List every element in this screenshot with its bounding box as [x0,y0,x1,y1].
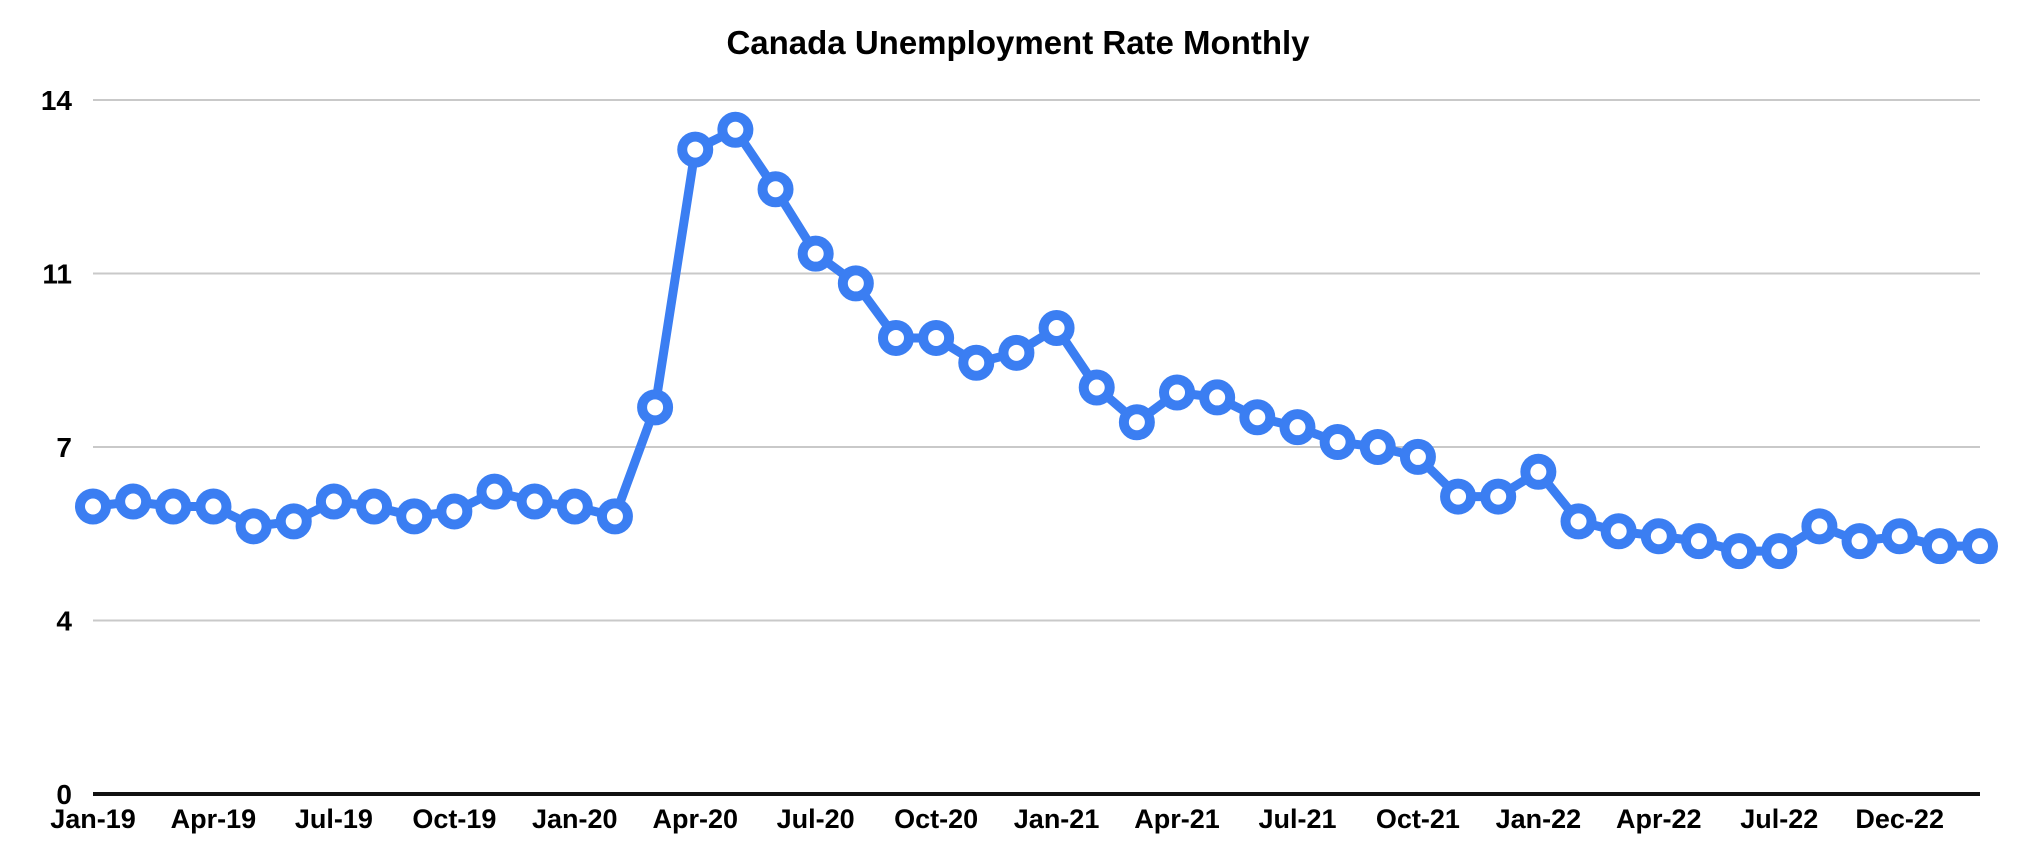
data-point-marker [1199,379,1236,416]
data-point-marker [1560,503,1597,540]
x-axis-tick-label: Apr-20 [652,804,738,834]
x-axis-tick-label: Dec-22 [1855,804,1944,834]
x-axis-tick-label: Jan-22 [1496,804,1582,834]
x-axis-tick-label: Oct-20 [894,804,978,834]
data-point-marker [717,111,754,148]
x-axis-tick-label: Apr-21 [1134,804,1220,834]
data-point-marker [596,498,633,535]
data-point-marker [1841,523,1878,560]
data-point-marker [1600,513,1637,550]
data-point-marker [958,344,995,381]
data-point-marker [1279,409,1316,446]
data-point-marker [1078,369,1115,406]
y-axis-tick-label: 7 [56,432,72,463]
data-point-marker [837,265,874,302]
x-axis-tick-label: Apr-19 [171,804,257,834]
y-axis-tick-label: 14 [41,85,73,116]
data-point-marker [1359,429,1396,465]
data-point-marker [637,389,674,426]
x-axis-tick-label: Jan-20 [532,804,618,834]
x-axis-tick-label: Jul-20 [777,804,855,834]
data-point-marker [516,483,553,520]
data-point-marker [275,503,312,540]
data-point-marker [757,171,794,208]
x-axis-tick-label: Jan-21 [1014,804,1100,834]
data-point-marker [1159,374,1196,411]
data-point-marker [1239,399,1276,436]
data-point-marker [1801,508,1838,545]
y-axis-tick-label: 4 [56,606,72,637]
y-axis-tick-label: 0 [56,779,72,810]
data-point-marker [235,508,272,545]
data-point-marker [1440,478,1477,515]
x-axis-tick-label: Jan-19 [50,804,136,834]
data-point-marker [1962,528,1998,565]
data-point-marker [1721,533,1758,570]
data-point-marker [998,334,1035,371]
data-point-marker [797,235,834,272]
data-point-marker [1640,518,1677,555]
data-point-marker [396,498,433,535]
data-point-marker [75,488,111,525]
data-point-marker [877,319,914,356]
data-point-marker [1038,310,1075,347]
data-point-marker [1680,523,1717,560]
x-axis-tick-label: Oct-19 [412,804,496,834]
data-point-marker [115,483,152,520]
data-point-marker [155,488,192,525]
data-point-marker [1319,424,1356,461]
data-point-marker [476,473,513,510]
x-axis-tick-label: Oct-21 [1376,804,1460,834]
x-axis-tick-label: Jul-21 [1258,804,1336,834]
x-axis-tick-label: Jul-19 [295,804,373,834]
chart-title: Canada Unemployment Rate Monthly [726,24,1310,61]
data-point-marker [1921,528,1958,565]
y-axis-tick-label: 11 [42,259,72,290]
data-point-marker [918,319,955,356]
data-point-marker [1520,453,1557,490]
x-axis-tick-label: Jul-22 [1740,804,1818,834]
data-point-marker [556,488,593,525]
data-point-marker [315,483,352,520]
data-point-marker [1480,478,1517,515]
data-point-marker [1399,438,1436,475]
data-point-marker [677,131,714,168]
data-point-marker [1881,518,1918,555]
data-point-marker [1118,404,1155,441]
data-point-marker [436,493,473,530]
x-axis-tick-label: Apr-22 [1616,804,1702,834]
data-point-marker [1761,533,1798,570]
series-line [88,125,1985,556]
data-point-marker [195,488,232,525]
data-point-marker [356,488,393,525]
